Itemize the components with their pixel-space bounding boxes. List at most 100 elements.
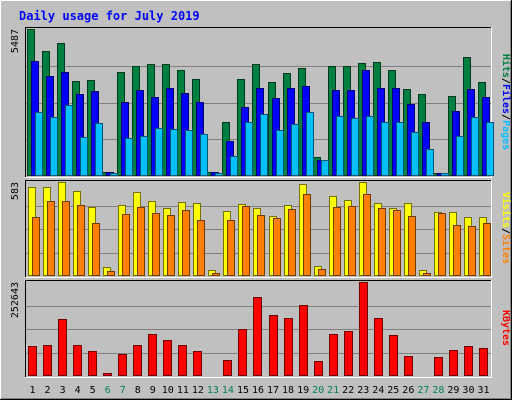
bar-sites-day-10 [167, 215, 175, 276]
bar-kbytes-day-3 [58, 319, 67, 376]
day-label-16: 16 [252, 385, 264, 396]
bar-pages-day-8 [140, 136, 148, 176]
day-label-3: 3 [60, 385, 66, 396]
bar-sites-day-22 [348, 206, 356, 276]
bar-sites-day-16 [257, 215, 265, 276]
day-label-1: 1 [30, 385, 36, 396]
day-label-24: 24 [372, 385, 384, 396]
day-label-10: 10 [162, 385, 174, 396]
bar-kbytes-day-28 [434, 357, 443, 376]
day-label-31: 31 [477, 385, 489, 396]
bar-sites-day-2 [47, 201, 55, 276]
bar-sites-day-14 [227, 220, 235, 276]
bar-sites-day-18 [288, 209, 296, 276]
bar-pages-day-24 [381, 122, 389, 176]
legend-item-sites: Sites [500, 234, 512, 264]
bar-kbytes-day-23 [359, 282, 368, 376]
bar-pages-day-5 [95, 123, 103, 176]
bar-sites-day-28 [438, 213, 446, 276]
bar-pages-day-23 [366, 116, 374, 176]
bar-kbytes-day-31 [479, 348, 488, 376]
series-pages [35, 105, 494, 176]
bar-sites-day-20 [318, 269, 326, 276]
legend-item-visits: Visits [500, 192, 512, 228]
bar-sites-day-4 [77, 205, 85, 276]
bar-kbytes-day-14 [223, 360, 232, 376]
bar-pages-day-20 [321, 160, 329, 176]
bar-pages-day-16 [260, 114, 268, 176]
bar-sites-day-31 [483, 223, 491, 276]
bar-pages-day-4 [80, 137, 88, 176]
bar-kbytes-day-30 [464, 346, 473, 376]
day-label-5: 5 [90, 385, 96, 396]
legend-visits-sites: Visits/Sites [500, 192, 512, 264]
day-label-17: 17 [267, 385, 279, 396]
day-label-15: 15 [237, 385, 249, 396]
legend-kbytes: KBytes [500, 310, 511, 346]
bar-sites-day-7 [122, 214, 130, 276]
bar-pages-day-7 [125, 138, 133, 176]
day-label-28: 28 [432, 385, 444, 396]
bar-sites-day-8 [137, 207, 145, 276]
legend-item-hits: Hits [500, 54, 512, 78]
day-label-27: 27 [417, 385, 429, 396]
bar-kbytes-day-22 [344, 331, 353, 376]
bar-kbytes-day-11 [178, 345, 187, 376]
day-label-22: 22 [342, 385, 354, 396]
bar-pages-day-19 [306, 112, 314, 176]
bar-kbytes-day-19 [299, 305, 308, 376]
bar-sites-day-3 [62, 201, 70, 276]
bar-pages-day-25 [396, 122, 404, 176]
series-sites [32, 194, 491, 276]
y-max-label: 252643 [10, 282, 21, 318]
y-max-label: 5487 [10, 29, 21, 53]
bar-pages-day-15 [245, 122, 253, 176]
bar-pages-day-18 [291, 124, 299, 176]
bar-sites-day-27 [423, 273, 431, 276]
bar-kbytes-day-9 [148, 334, 157, 376]
day-label-25: 25 [387, 385, 399, 396]
bar-pages-day-12 [200, 134, 208, 176]
series-kbytes [28, 282, 488, 376]
bar-pages-day-27 [426, 149, 434, 176]
bar-kbytes-day-25 [389, 335, 398, 376]
bar-pages-day-6 [110, 173, 118, 176]
bar-pages-day-1 [35, 112, 43, 176]
day-label-26: 26 [402, 385, 414, 396]
bar-pages-day-17 [276, 130, 284, 176]
day-label-21: 21 [327, 385, 339, 396]
bar-sites-day-25 [393, 210, 401, 276]
day-label-29: 29 [447, 385, 459, 396]
panel-visits-sites: 583 Visits/Sites [10, 180, 512, 278]
bar-kbytes-day-1 [28, 346, 37, 376]
bar-kbytes-day-8 [133, 345, 142, 376]
bar-kbytes-day-2 [43, 345, 52, 376]
legend-item-pages: Pages [500, 120, 511, 150]
bar-pages-day-29 [456, 136, 464, 176]
bar-sites-day-29 [453, 225, 461, 276]
bar-sites-day-23 [363, 194, 371, 276]
bar-kbytes-day-29 [449, 350, 458, 376]
bar-sites-day-24 [378, 208, 386, 276]
day-label-13: 13 [207, 385, 219, 396]
bar-pages-day-9 [155, 128, 163, 176]
bar-pages-day-10 [170, 129, 178, 176]
legend-item-files: Files [500, 84, 512, 114]
bar-pages-day-13 [215, 173, 223, 176]
bar-kbytes-day-15 [238, 329, 247, 376]
legend-item-sep2: / [500, 78, 511, 84]
bar-kbytes-day-5 [88, 351, 97, 376]
day-label-7: 7 [120, 385, 126, 396]
bar-kbytes-day-18 [284, 318, 293, 376]
y-max-label: 583 [10, 182, 21, 200]
bar-kbytes-day-24 [374, 318, 383, 376]
bar-sites-day-26 [408, 216, 416, 276]
day-label-12: 12 [192, 385, 204, 396]
bar-pages-day-2 [50, 117, 58, 176]
day-label-11: 11 [177, 385, 189, 396]
bar-pages-day-11 [185, 130, 193, 176]
bar-pages-day-22 [351, 118, 359, 176]
panel-kbytes: 252643 KBytes [10, 280, 511, 378]
